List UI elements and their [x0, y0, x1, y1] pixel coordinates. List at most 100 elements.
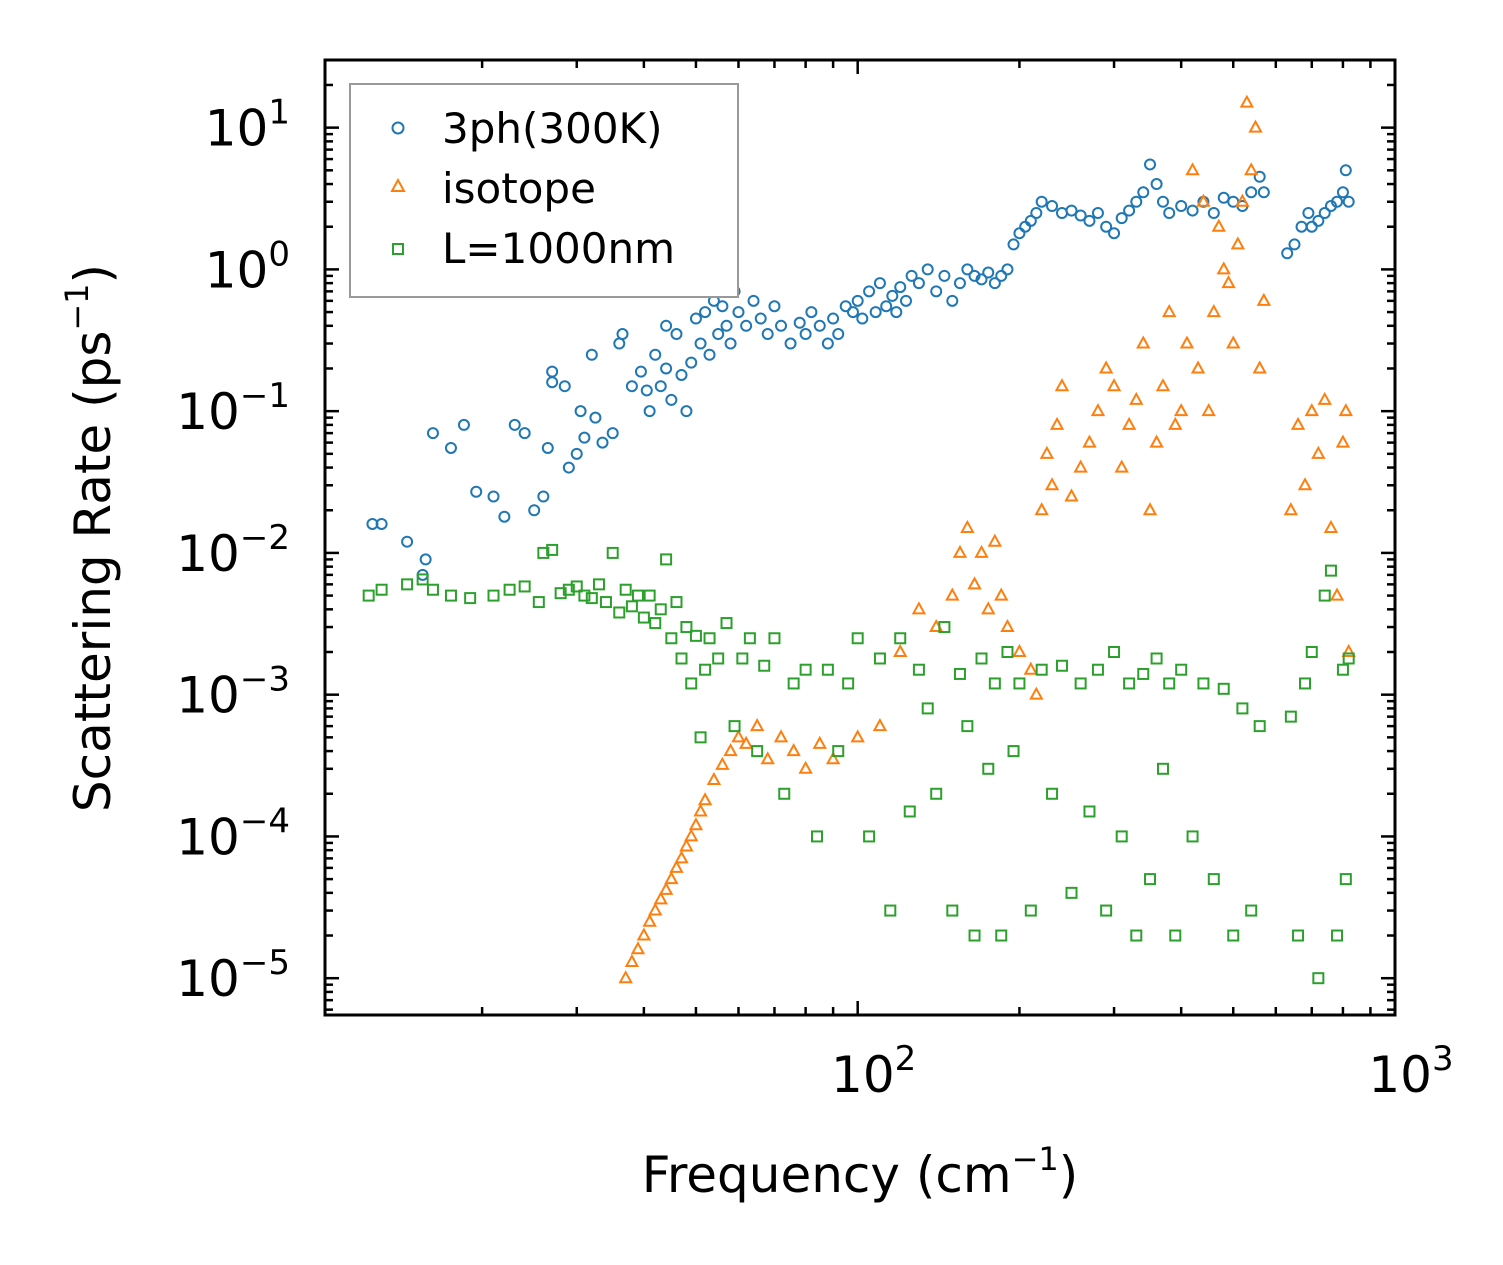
- point-isotope-46: [1039, 445, 1055, 459]
- point-l-1000nm-73: [1007, 745, 1020, 758]
- point-3ph-300k-126: [1288, 238, 1301, 251]
- point-isotope-28: [850, 729, 865, 743]
- point-3ph-300k-96: [1024, 214, 1037, 227]
- point-isotope-78: [1239, 94, 1255, 108]
- plot-frame: [323, 58, 1397, 1017]
- point-l-1000nm-50: [811, 830, 824, 843]
- point-isotope-44: [1029, 686, 1044, 700]
- point-isotope-70: [1201, 403, 1216, 417]
- legend-label-isotope: isotope: [442, 164, 596, 213]
- point-3ph-300k-114: [1163, 206, 1176, 219]
- point-3ph-300k-30: [634, 365, 647, 378]
- point-isotope-73: [1216, 261, 1231, 275]
- point-isotope-51: [1073, 459, 1088, 473]
- point-isotope-45: [1034, 502, 1049, 516]
- point-isotope-62: [1155, 378, 1171, 392]
- point-l-1000nm-59: [903, 805, 916, 818]
- point-l-1000nm-35: [689, 629, 702, 642]
- point-l-1000nm-8: [503, 583, 516, 596]
- point-3ph-300k-8: [470, 485, 483, 498]
- point-3ph-300k-55: [754, 312, 767, 325]
- point-isotope-93: [1341, 643, 1356, 658]
- point-isotope-38: [981, 601, 996, 615]
- point-l-1000nm-3: [416, 573, 429, 586]
- point-3ph-300k-124: [1257, 186, 1270, 199]
- point-l-1000nm-101: [1245, 904, 1258, 917]
- point-3ph-300k-123: [1253, 170, 1266, 183]
- point-3ph-300k-90: [988, 277, 1001, 290]
- point-3ph-300k-70: [856, 312, 869, 325]
- point-3ph-300k-113: [1156, 195, 1169, 208]
- point-3ph-300k-81: [921, 263, 934, 276]
- point-3ph-300k-59: [784, 337, 797, 350]
- point-l-1000nm-38: [703, 632, 716, 645]
- point-l-1000nm-61: [921, 702, 934, 715]
- point-l-1000nm-21: [613, 606, 626, 619]
- point-l-1000nm-4: [426, 583, 439, 596]
- y-tick-label: 10−1: [176, 376, 290, 441]
- point-isotope-37: [974, 544, 989, 558]
- y-tick-label: 101: [205, 93, 290, 158]
- point-3ph-300k-11: [508, 418, 521, 431]
- point-3ph-300k-53: [740, 319, 753, 332]
- point-3ph-300k-103: [1083, 214, 1096, 227]
- point-3ph-300k-15: [541, 441, 554, 454]
- point-3ph-300k-29: [625, 380, 638, 393]
- point-l-1000nm-22: [619, 583, 632, 596]
- point-isotope-85: [1297, 477, 1313, 491]
- point-3ph-300k-69: [851, 294, 864, 307]
- point-l-1000nm-63: [938, 621, 951, 634]
- point-isotope-65: [1173, 403, 1189, 417]
- point-isotope-8: [664, 871, 679, 885]
- point-l-1000nm-91: [1156, 762, 1169, 775]
- point-3ph-300k-88: [975, 273, 988, 286]
- point-l-1000nm-30: [665, 632, 678, 645]
- point-l-1000nm-112: [1339, 873, 1352, 886]
- point-l-1000nm-89: [1144, 873, 1157, 886]
- point-l-1000nm-32: [675, 652, 688, 665]
- point-l-1000nm-95: [1186, 830, 1199, 843]
- point-3ph-300k-38: [670, 328, 683, 341]
- point-l-1000nm-77: [1046, 787, 1059, 800]
- point-3ph-300k-45: [703, 348, 716, 361]
- point-3ph-300k-130: [1312, 214, 1325, 227]
- x-axis-label: Frequency (cm−1): [642, 1140, 1079, 1204]
- point-isotope-25: [798, 760, 813, 774]
- point-3ph-300k-125: [1281, 247, 1294, 260]
- point-l-1000nm-27: [649, 617, 662, 630]
- point-3ph-300k-134: [1336, 186, 1349, 199]
- point-l-1000nm-1: [375, 583, 388, 596]
- point-isotope-58: [1129, 391, 1144, 405]
- legend: 3ph(300K) isotope L=1000nm: [349, 83, 739, 298]
- point-l-1000nm-93: [1169, 929, 1182, 942]
- point-3ph-300k-25: [596, 436, 609, 449]
- point-isotope-49: [1054, 378, 1070, 392]
- point-3ph-300k-39: [675, 368, 688, 381]
- point-isotope-12: [684, 828, 699, 842]
- point-l-1000nm-40: [720, 617, 733, 630]
- point-3ph-300k-133: [1331, 195, 1344, 208]
- point-3ph-300k-110: [1137, 186, 1150, 199]
- point-l-1000nm-39: [712, 652, 725, 665]
- legend-marker-l1000nm: [392, 243, 404, 255]
- point-3ph-300k-34: [654, 380, 667, 393]
- point-l-1000nm-75: [1024, 904, 1037, 917]
- point-isotope-84: [1290, 416, 1306, 430]
- point-l-1000nm-31: [670, 596, 683, 609]
- point-l-1000nm-65: [953, 667, 966, 680]
- point-3ph-300k-72: [869, 306, 882, 319]
- point-l-1000nm-84: [1108, 646, 1121, 659]
- legend-label-l1000nm: L=1000nm: [442, 224, 675, 273]
- point-isotope-59: [1136, 335, 1151, 349]
- point-isotope-30: [893, 643, 908, 658]
- point-3ph-300k-131: [1318, 206, 1331, 219]
- point-3ph-300k-99: [1046, 200, 1059, 213]
- point-isotope-75: [1226, 335, 1241, 349]
- point-3ph-300k-119: [1217, 191, 1230, 204]
- point-isotope-35: [960, 519, 975, 533]
- point-3ph-300k-28: [616, 328, 629, 341]
- point-l-1000nm-14: [562, 583, 575, 596]
- point-l-1000nm-2: [401, 578, 414, 591]
- point-isotope-87: [1311, 445, 1326, 459]
- point-3ph-300k-109: [1130, 195, 1143, 208]
